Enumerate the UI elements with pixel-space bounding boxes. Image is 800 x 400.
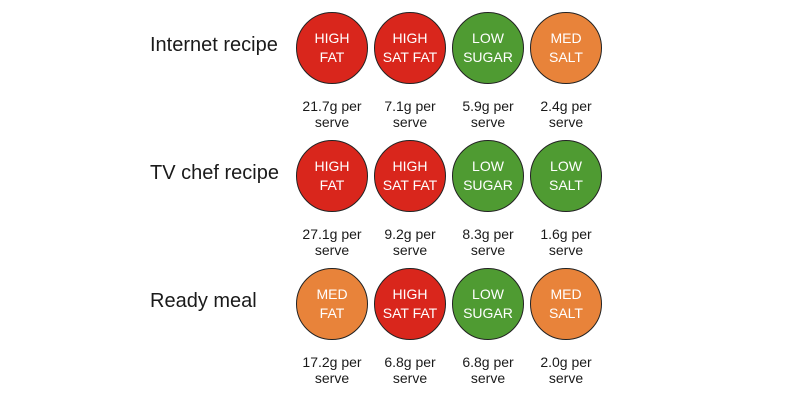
amount-value: 21.7g per (302, 98, 362, 114)
badge-level: HIGH (392, 286, 428, 302)
amount-value: 27.1g per (302, 226, 362, 242)
sat-fat-amount: 7.1g per serve (360, 98, 460, 130)
fat-badge: HIGH FAT (296, 12, 368, 84)
badge-nutrient: SALT (549, 305, 583, 321)
amount-value: 9.2g per (384, 226, 436, 242)
badge-nutrient: SUGAR (463, 305, 513, 321)
badge-level: LOW (472, 158, 504, 174)
sat-fat-badge: HIGH SAT FAT (374, 140, 446, 212)
badge-nutrient: SAT FAT (382, 305, 438, 321)
amount-value: 17.2g per (302, 354, 362, 370)
amount-unit: serve (548, 242, 584, 258)
badge-nutrient: FAT (319, 177, 345, 193)
badge-level: MED (316, 286, 348, 302)
salt-amount: 2.4g per serve (516, 98, 616, 130)
amount-unit: serve (470, 370, 506, 386)
amount-value: 7.1g per (384, 98, 436, 114)
sugar-amount: 6.8g per serve (438, 354, 538, 386)
sugar-badge: LOW SUGAR (452, 12, 524, 84)
amount-unit: serve (548, 114, 584, 130)
badge-nutrient: SAT FAT (382, 177, 438, 193)
sat-fat-badge: HIGH SAT FAT (374, 12, 446, 84)
amount-value: 2.0g per (540, 354, 592, 370)
badge-level: MED (550, 286, 582, 302)
amount-value: 1.6g per (540, 226, 592, 242)
fat-amount: 27.1g per serve (282, 226, 382, 258)
sugar-amount: 8.3g per serve (438, 226, 538, 258)
sugar-badge: LOW SUGAR (452, 268, 524, 340)
badge-level: HIGH (392, 30, 428, 46)
fat-badge: MED FAT (296, 268, 368, 340)
amount-unit: serve (392, 114, 428, 130)
amount-value: 6.8g per (462, 354, 514, 370)
fat-badge: HIGH FAT (296, 140, 368, 212)
sat-fat-amount: 6.8g per serve (360, 354, 460, 386)
badge-level: HIGH (392, 158, 428, 174)
salt-badge: LOW SALT (530, 140, 602, 212)
badge-nutrient: FAT (319, 49, 345, 65)
row-label: Ready meal (150, 290, 257, 312)
sugar-amount: 5.9g per serve (438, 98, 538, 130)
salt-amount: 1.6g per serve (516, 226, 616, 258)
amount-value: 2.4g per (540, 98, 592, 114)
amount-value: 6.8g per (384, 354, 436, 370)
row-ready-meal: Ready meal MED FAT 17.2g per serve HIGH … (0, 268, 800, 398)
sat-fat-amount: 9.2g per serve (360, 226, 460, 258)
sat-fat-badge: HIGH SAT FAT (374, 268, 446, 340)
badge-nutrient: SALT (549, 177, 583, 193)
amount-unit: serve (314, 370, 350, 386)
row-tv-chef-recipe: TV chef recipe HIGH FAT 27.1g per serve … (0, 140, 800, 270)
amount-unit: serve (470, 114, 506, 130)
row-label: Internet recipe (150, 34, 278, 56)
salt-badge: MED SALT (530, 12, 602, 84)
amount-unit: serve (470, 242, 506, 258)
badge-nutrient: FAT (319, 305, 345, 321)
amount-unit: serve (392, 242, 428, 258)
amount-unit: serve (314, 242, 350, 258)
amount-unit: serve (392, 370, 428, 386)
fat-amount: 21.7g per serve (282, 98, 382, 130)
badge-level: LOW (472, 30, 504, 46)
badge-level: MED (550, 30, 582, 46)
salt-badge: MED SALT (530, 268, 602, 340)
badge-nutrient: SALT (549, 49, 583, 65)
amount-unit: serve (314, 114, 350, 130)
badge-level: LOW (472, 286, 504, 302)
amount-value: 5.9g per (462, 98, 514, 114)
badge-level: HIGH (314, 158, 350, 174)
salt-amount: 2.0g per serve (516, 354, 616, 386)
fat-amount: 17.2g per serve (282, 354, 382, 386)
amount-value: 8.3g per (462, 226, 514, 242)
badge-level: LOW (550, 158, 582, 174)
row-label: TV chef recipe (150, 162, 279, 184)
badge-nutrient: SUGAR (463, 49, 513, 65)
badge-nutrient: SAT FAT (382, 49, 438, 65)
badge-nutrient: SUGAR (463, 177, 513, 193)
amount-unit: serve (548, 370, 584, 386)
badge-level: HIGH (314, 30, 350, 46)
row-internet-recipe: Internet recipe HIGH FAT 21.7g per serve… (0, 12, 800, 142)
sugar-badge: LOW SUGAR (452, 140, 524, 212)
